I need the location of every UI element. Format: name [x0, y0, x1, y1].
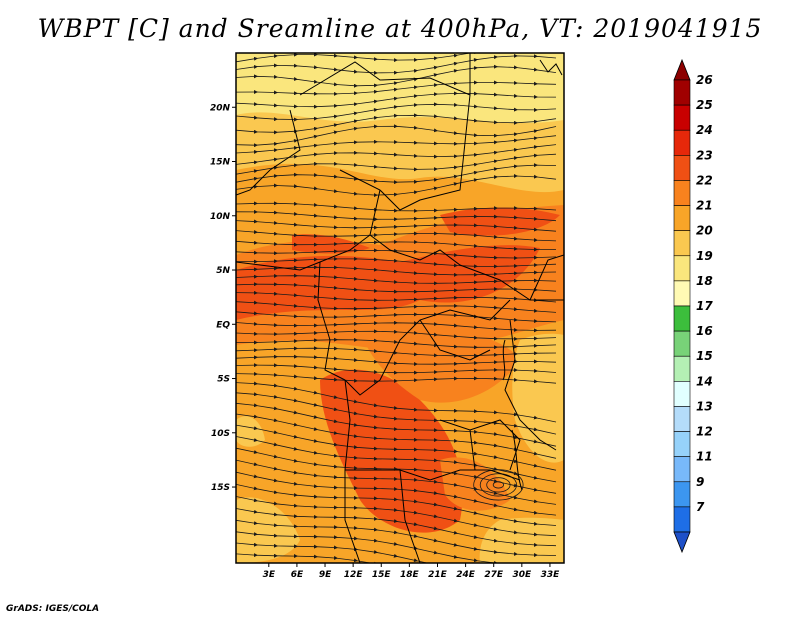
colorbar-top-arrow [673, 58, 691, 81]
streamline [236, 219, 557, 232]
colorbar-swatch [673, 104, 691, 131]
colorbar-swatch [673, 355, 691, 382]
map-frame [235, 52, 565, 564]
grads-credit: GrADS: IGES/COLA [6, 604, 100, 614]
streamline [236, 230, 557, 242]
lon-tick-label: 15E [372, 570, 392, 580]
lon-tick-label: 30E [512, 570, 532, 580]
colorbar-label: 24 [696, 123, 713, 137]
lon-tick-label: 9E [319, 570, 332, 580]
streamline [236, 290, 557, 303]
colorbar-label: 17 [696, 299, 713, 313]
lat-tick-label: 15S [211, 483, 230, 493]
colorbar-label: 11 [696, 450, 713, 464]
lat-tick-label: 5N [216, 266, 230, 276]
vortex-ring [486, 477, 511, 493]
vortex-ring [473, 469, 524, 501]
lat-tick-label: 15N [210, 158, 231, 168]
vortex-ring [492, 481, 504, 489]
colorbar-label: 14 [696, 374, 713, 388]
streamlines [236, 53, 557, 595]
colorbar-swatch [673, 381, 691, 407]
lon-tick-label: 21E [428, 570, 448, 580]
colorbar-label: 13 [696, 399, 713, 413]
lat-tick-label: 5S [217, 375, 230, 385]
colorbar-swatch [673, 406, 691, 432]
country-borders [236, 53, 564, 563]
streamline [236, 239, 557, 252]
lon-tick-label: 6E [291, 570, 304, 580]
chart-title: WBPT [C] and Sreamline at 400hPa, VT: 20… [37, 14, 763, 43]
colorbar-swatch [673, 255, 691, 282]
colorbar-swatch [673, 506, 691, 533]
lat-tick-label: 10N [210, 212, 231, 222]
lon-tick-label: 27E [484, 570, 504, 580]
colorbar: 26 25 24 23 22 21 20 19 18 17 16 15 14 13 12 11 9 7 [673, 58, 713, 554]
colorbar-label: 12 [696, 425, 713, 439]
colorbar-label: 25 [696, 98, 713, 112]
streamline [236, 300, 557, 313]
streamline [236, 564, 556, 595]
colorbar-swatch [673, 431, 691, 457]
lon-tick-label: 3E [263, 570, 276, 580]
colorbar-bottom-arrow [673, 531, 691, 554]
colorbar-swatch [673, 456, 691, 483]
colorbar-swatch [673, 79, 691, 106]
lon-tick-label: 12E [344, 570, 364, 580]
lon-tick-label: 24E [456, 570, 476, 580]
latitude-axis: 20N 15N 10N 5N EQ 5S 10S 15S [210, 103, 236, 493]
colorbar-swatch [673, 205, 691, 231]
vortex-ring [479, 473, 517, 497]
longitude-axis: 3E 6E 9E 12E 15E 18E 21E 24E 27E 30E 33E [263, 563, 561, 580]
colorbar-swatch [673, 230, 691, 257]
streamline [236, 553, 538, 563]
streamline [236, 174, 557, 198]
colorbar-swatch [673, 280, 691, 307]
colorbar-label: 19 [696, 249, 713, 263]
lat-tick-label: EQ [216, 320, 230, 330]
streamline [236, 311, 557, 324]
colorbar-label: 21 [696, 199, 713, 213]
streamline [236, 371, 557, 384]
colorbar-label: 18 [696, 274, 713, 288]
colorbar-swatch [673, 330, 691, 357]
lat-tick-label: 20N [210, 103, 231, 113]
colorbar-label: 15 [696, 349, 713, 363]
lon-tick-label: 18E [400, 570, 420, 580]
colorbar-swatch [673, 129, 691, 156]
colorbar-swatch [673, 481, 691, 508]
colorbar-label: 26 [696, 73, 713, 87]
colorbar-swatch [673, 155, 691, 181]
colorbar-label: 7 [696, 500, 705, 514]
lakes-coast [502, 59, 563, 491]
colorbar-label: 22 [696, 173, 713, 187]
colorbar-swatch [673, 305, 691, 332]
colorbar-swatch [673, 180, 691, 206]
streamline [236, 346, 557, 358]
temperature-field [236, 53, 564, 563]
colorbar-label: 9 [696, 475, 704, 489]
colorbar-label: 20 [696, 224, 713, 238]
colorbar-label: 23 [696, 148, 713, 162]
lat-tick-label: 10S [211, 429, 230, 439]
colorbar-label: 16 [696, 324, 713, 338]
streamline [236, 320, 557, 333]
streamline [236, 209, 557, 222]
streamline [236, 273, 557, 286]
lon-tick-label: 33E [541, 570, 561, 580]
